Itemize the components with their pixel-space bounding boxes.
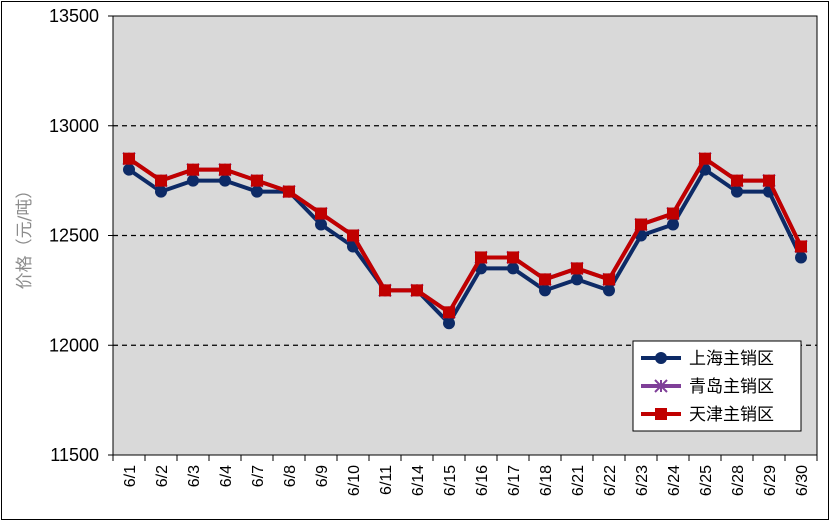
y-tick-label: 12000 [49, 335, 99, 355]
data-point [507, 262, 519, 275]
x-tick-label: 6/30 [794, 465, 811, 496]
data-point [155, 185, 167, 198]
data-point [475, 251, 487, 264]
x-tick-label: 6/21 [570, 465, 587, 496]
x-tick-label: 6/1 [122, 465, 139, 487]
data-point [654, 379, 668, 393]
x-tick-label: 6/11 [378, 465, 395, 495]
data-point [155, 174, 167, 187]
legend-label: 青岛主销区 [689, 377, 774, 397]
x-tick-label: 6/15 [442, 465, 459, 496]
data-point [187, 174, 199, 187]
data-point [699, 152, 711, 165]
data-point [379, 284, 391, 297]
series-square [123, 152, 807, 319]
data-point [347, 229, 359, 242]
legend-label: 上海主销区 [689, 349, 774, 369]
x-tick-label: 6/22 [602, 465, 619, 496]
data-point [667, 207, 679, 220]
series-line [127, 167, 803, 326]
data-point [219, 163, 231, 176]
x-tick-label: 6/10 [346, 465, 363, 496]
data-point [795, 251, 807, 264]
data-point [219, 174, 231, 187]
x-axis-ticks: 6/1 6/2 6/3 6/4 6/7 6/8 6/9 6/10 6/11 6/14 6/15 6/1… [112, 455, 818, 496]
x-tick-label: 6/7 [250, 465, 267, 487]
data-point [539, 273, 551, 286]
data-point [283, 185, 295, 198]
data-point [539, 284, 551, 297]
x-tick-label: 6/9 [314, 465, 331, 487]
data-point [507, 251, 519, 264]
data-point [251, 185, 263, 198]
series-lines [122, 151, 808, 330]
data-point [731, 185, 743, 198]
series-line [127, 156, 803, 315]
data-point [443, 306, 455, 319]
data-point [667, 218, 679, 231]
x-tick-label: 6/23 [634, 465, 651, 496]
legend-label: 天津主销区 [689, 405, 774, 425]
x-tick-label: 6/24 [666, 465, 683, 496]
data-point [411, 284, 423, 297]
x-tick-label: 6/16 [474, 465, 491, 496]
x-tick-label: 6/25 [698, 465, 715, 496]
data-point [187, 163, 199, 176]
data-point [123, 163, 135, 176]
data-point [635, 218, 647, 231]
data-point [123, 152, 135, 165]
y-axis-ticks: 11500 12000 12500 13000 13500 [49, 6, 113, 465]
y-tick-label: 13500 [49, 6, 99, 26]
data-point [571, 273, 583, 286]
data-point [315, 207, 327, 220]
data-point [795, 240, 807, 253]
x-tick-label: 6/2 [154, 465, 171, 487]
x-tick-label: 6/3 [186, 465, 203, 487]
data-point [655, 352, 667, 364]
data-point [571, 262, 583, 275]
data-point [731, 174, 743, 187]
data-point [251, 174, 263, 187]
x-tick-label: 6/28 [730, 465, 747, 496]
y-tick-label: 11500 [50, 445, 99, 465]
data-point [655, 408, 667, 420]
data-point [603, 284, 615, 297]
x-tick-label: 6/4 [218, 465, 235, 487]
x-tick-label: 6/18 [538, 465, 555, 496]
y-axis-label: 价格（元/吨） [15, 182, 35, 290]
data-point [443, 317, 455, 330]
data-point [603, 273, 615, 286]
y-tick-label: 12500 [49, 226, 99, 246]
y-tick-label: 13000 [49, 116, 99, 136]
x-tick-label: 6/14 [410, 465, 427, 496]
x-tick-label: 6/8 [282, 465, 299, 487]
data-point [315, 218, 327, 231]
x-tick-label: 6/29 [762, 465, 779, 496]
data-point [763, 174, 775, 187]
x-tick-label: 6/17 [506, 465, 523, 496]
